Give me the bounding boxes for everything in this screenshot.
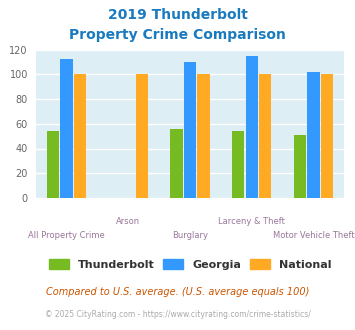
Bar [170,129,182,198]
Text: Larceny & Theft: Larceny & Theft [218,217,285,226]
Bar [136,74,148,198]
Bar [184,62,196,198]
Bar [47,131,59,198]
Text: Arson: Arson [116,217,140,226]
Text: Property Crime Comparison: Property Crime Comparison [69,28,286,42]
Text: © 2025 CityRating.com - https://www.cityrating.com/crime-statistics/: © 2025 CityRating.com - https://www.city… [45,310,310,319]
Bar [232,131,244,198]
Text: Compared to U.S. average. (U.S. average equals 100): Compared to U.S. average. (U.S. average … [46,287,309,297]
Bar [307,72,320,198]
Bar [321,74,333,198]
Bar [60,59,72,198]
Bar [197,74,210,198]
Legend: Thunderbolt, Georgia, National: Thunderbolt, Georgia, National [49,259,331,270]
Bar [294,135,306,198]
Text: 2019 Thunderbolt: 2019 Thunderbolt [108,8,247,22]
Text: Burglary: Burglary [172,231,208,240]
Bar [246,56,258,198]
Bar [259,74,272,198]
Text: All Property Crime: All Property Crime [28,231,105,240]
Bar [74,74,86,198]
Text: Motor Vehicle Theft: Motor Vehicle Theft [273,231,354,240]
